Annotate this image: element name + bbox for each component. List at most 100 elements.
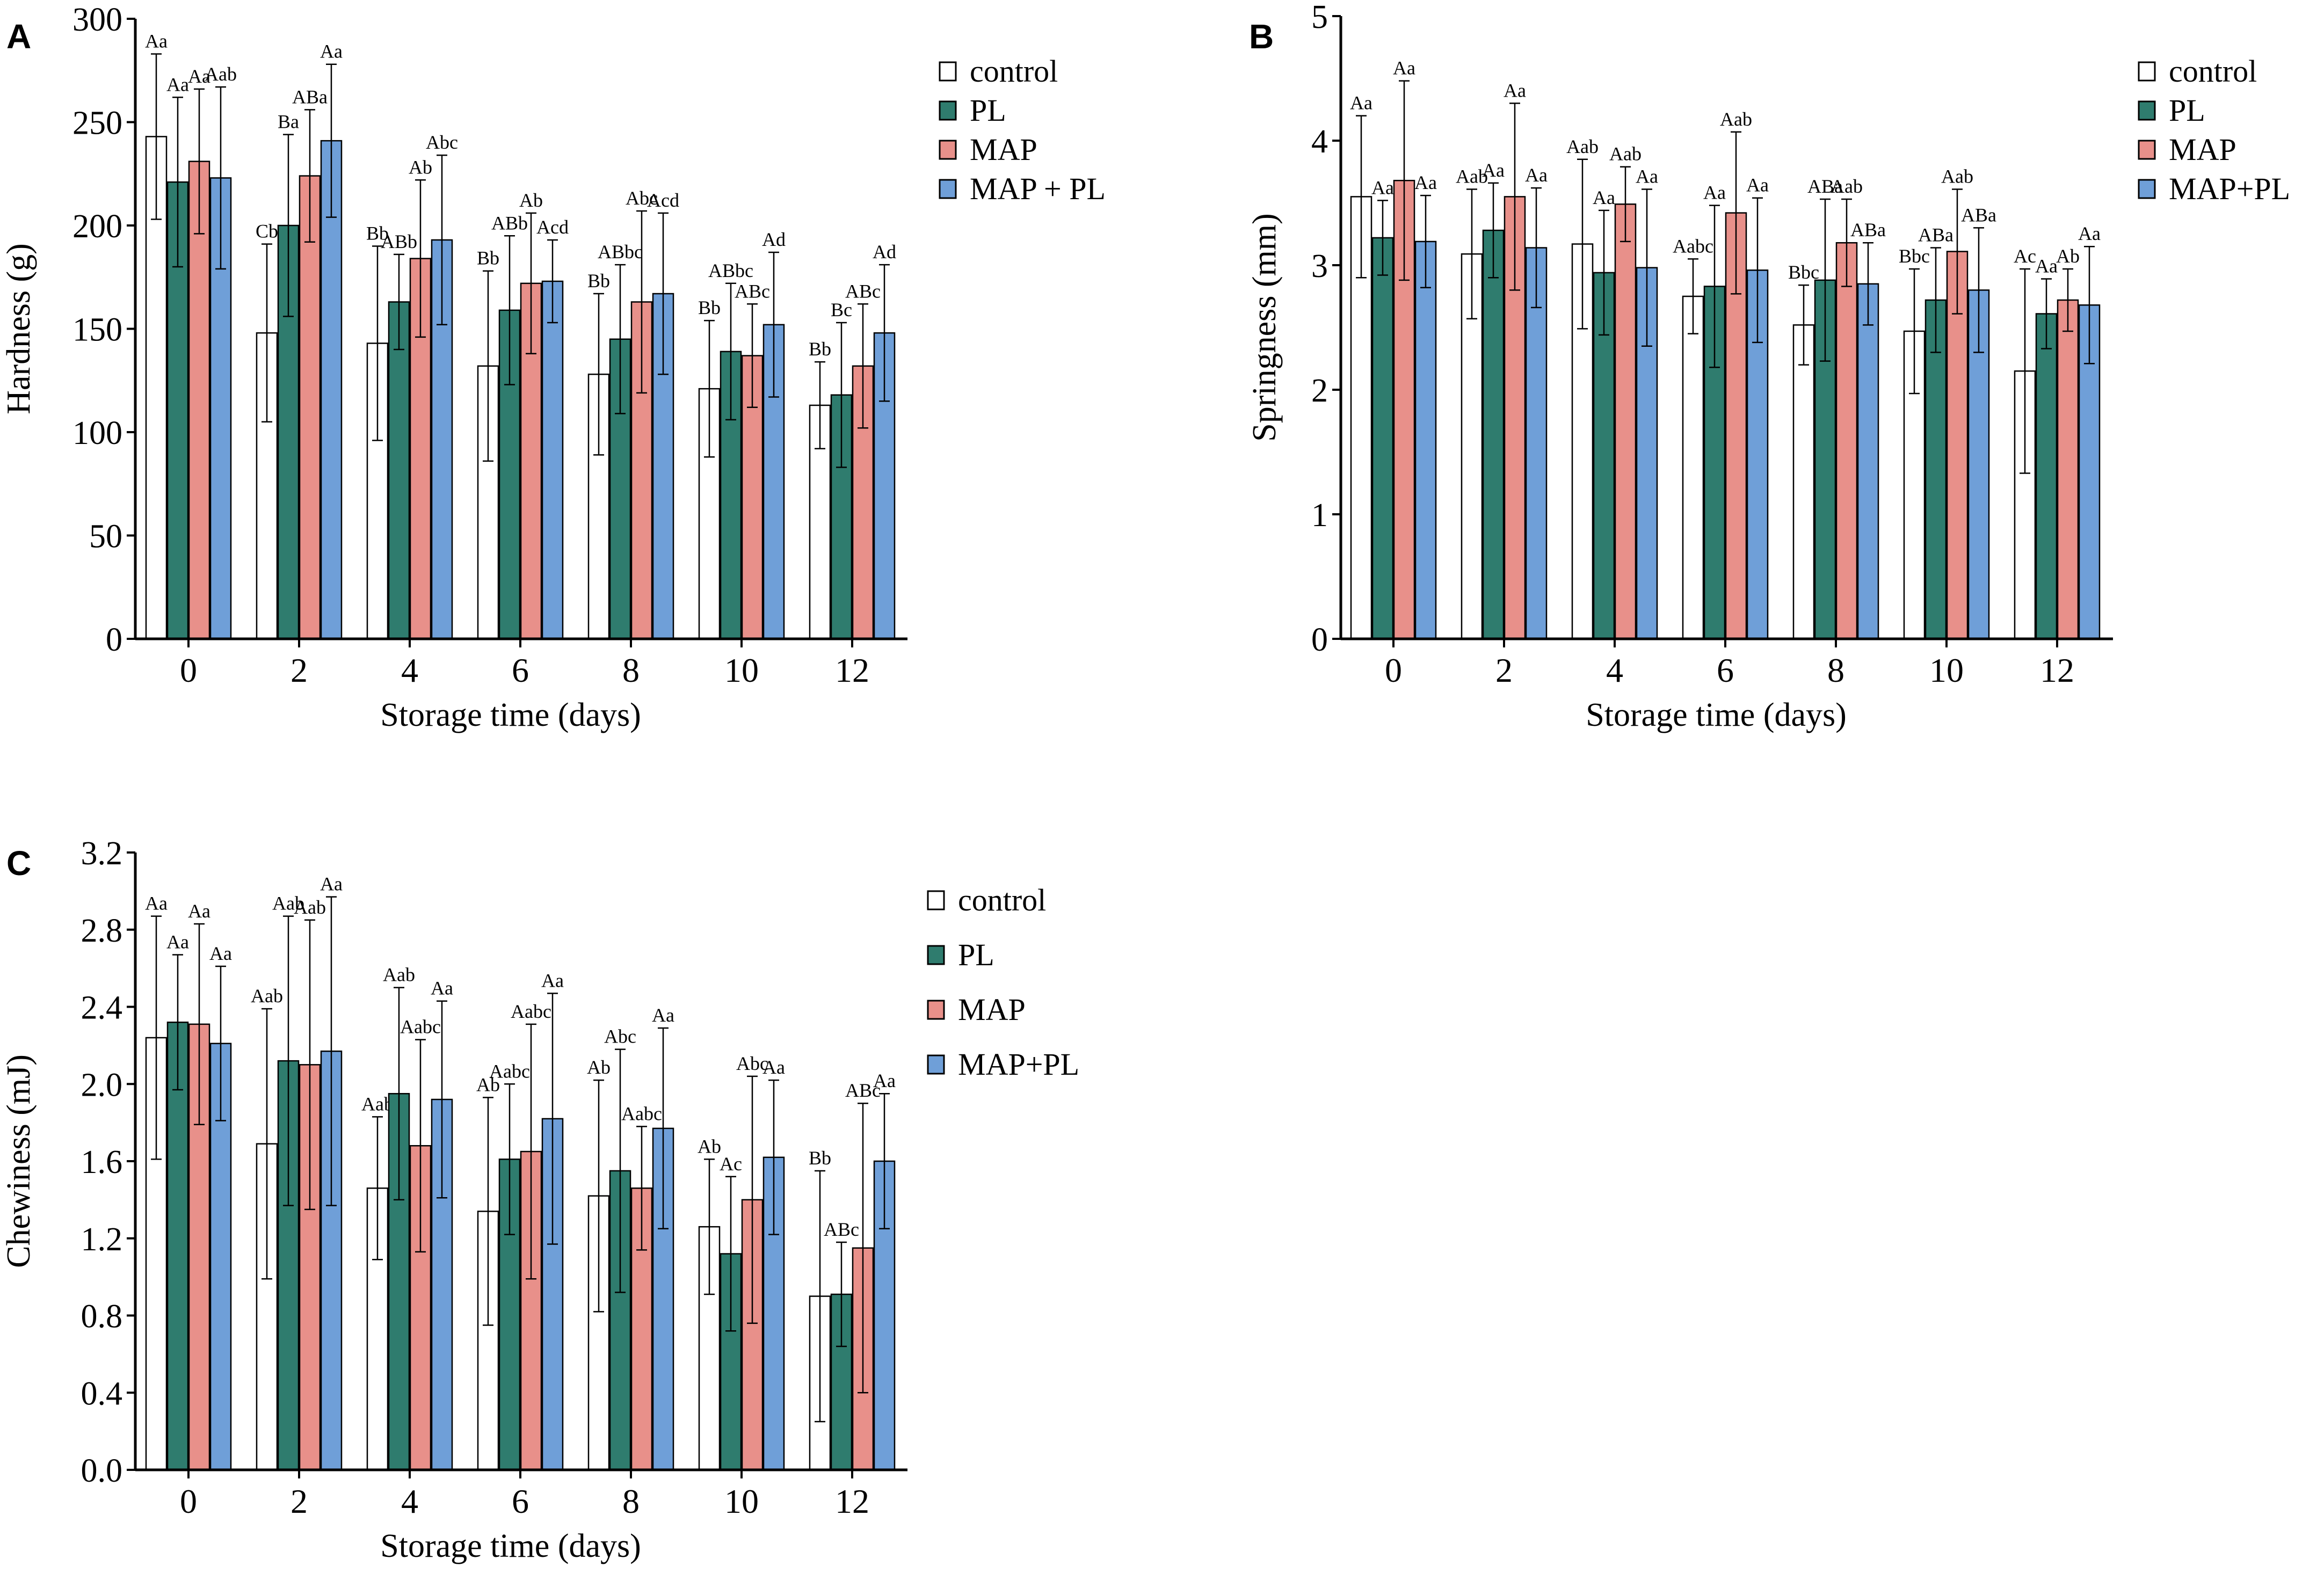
significance-label: Abc bbox=[426, 132, 458, 153]
x-tick-label: 8 bbox=[622, 651, 640, 689]
legend-label: MAP + PL bbox=[970, 171, 1106, 206]
significance-label: ABc bbox=[824, 1219, 859, 1240]
x-axis-label: Storage time (days) bbox=[380, 697, 641, 733]
x-tick-label: 12 bbox=[835, 651, 869, 689]
y-tick-label: 2 bbox=[1311, 373, 1328, 409]
bar-map bbox=[188, 161, 210, 640]
legend-label: MAP bbox=[958, 992, 1026, 1027]
significance-label: Aa bbox=[1414, 172, 1437, 193]
significance-label: Bbc bbox=[1899, 245, 1930, 267]
x-tick-label: 10 bbox=[1929, 651, 1964, 689]
y-tick-label: 5 bbox=[1311, 0, 1328, 35]
x-axis-label: Storage time (days) bbox=[1586, 697, 1847, 733]
significance-label: Aa bbox=[1593, 187, 1615, 208]
significance-label: Abc bbox=[626, 187, 658, 209]
significance-label: Aabc bbox=[511, 1001, 551, 1022]
significance-label: Aab bbox=[272, 893, 304, 914]
significance-label: Aab bbox=[294, 897, 326, 918]
legend-swatch bbox=[927, 890, 945, 910]
significance-label: Bb bbox=[809, 338, 831, 360]
bar-control bbox=[145, 136, 168, 640]
significance-label: Aa bbox=[431, 978, 453, 999]
bar-map bbox=[2057, 299, 2079, 640]
y-tick-label: 1 bbox=[1311, 497, 1328, 534]
legend-label: control bbox=[958, 883, 1046, 917]
significance-label: Aabc bbox=[621, 1103, 662, 1124]
bar-map-pl bbox=[1857, 283, 1879, 640]
significance-label: Acd bbox=[536, 216, 569, 238]
significance-label: Bb bbox=[809, 1147, 831, 1169]
y-axis-label: Hardness (g) bbox=[1, 243, 37, 414]
significance-label: Bc bbox=[831, 299, 852, 320]
significance-label: Aab bbox=[1720, 108, 1752, 130]
legend-label: PL bbox=[970, 93, 1006, 128]
significance-label: Aa bbox=[166, 931, 189, 952]
significance-label: Aa bbox=[873, 1070, 896, 1091]
legend-swatch bbox=[2138, 179, 2156, 199]
y-tick-label: 100 bbox=[72, 415, 122, 451]
legend-label: MAP+PL bbox=[958, 1047, 1079, 1082]
x-tick-label: 12 bbox=[2040, 651, 2074, 689]
y-tick-label: 50 bbox=[89, 519, 122, 555]
x-tick-label: 0 bbox=[180, 1482, 197, 1520]
significance-label: ABa bbox=[1850, 219, 1886, 241]
significance-label: ABa bbox=[292, 86, 328, 107]
significance-label: Bb bbox=[366, 223, 389, 244]
bar-pl bbox=[388, 301, 410, 640]
significance-label: Aa bbox=[188, 65, 210, 87]
x-tick-label: 8 bbox=[622, 1482, 640, 1520]
significance-label: Aab bbox=[1941, 165, 1973, 187]
significance-label: Aa bbox=[320, 41, 343, 62]
significance-label: Aa bbox=[166, 74, 189, 95]
x-tick-label: 6 bbox=[512, 651, 529, 689]
legend-swatch bbox=[939, 100, 957, 121]
y-axis-label: Chewiness (mJ) bbox=[1, 1054, 37, 1268]
significance-label: Aab bbox=[205, 63, 237, 85]
significance-label: Aa bbox=[1350, 92, 1372, 114]
significance-label: Acd bbox=[647, 190, 679, 211]
legend-label: control bbox=[2169, 54, 2257, 89]
significance-label: Aa bbox=[2035, 256, 2058, 277]
y-tick-label: 0.4 bbox=[81, 1375, 123, 1412]
significance-label: Abc bbox=[604, 1026, 636, 1047]
significance-label: Aab bbox=[1609, 143, 1642, 165]
significance-label: Bbc bbox=[1788, 261, 1819, 283]
bar-pl bbox=[1924, 299, 1947, 640]
panel-letter: B bbox=[1249, 17, 1274, 56]
bar-map bbox=[1614, 203, 1637, 640]
significance-label: Ad bbox=[873, 241, 896, 263]
significance-label: Ab bbox=[587, 1056, 611, 1078]
legend-label: MAP bbox=[970, 132, 1037, 167]
significance-label: Aa bbox=[1504, 79, 1526, 101]
significance-label: Aabc bbox=[489, 1060, 530, 1082]
significance-label: ABa bbox=[1807, 176, 1843, 197]
bar-pl bbox=[1371, 237, 1394, 640]
significance-label: Aa bbox=[1636, 165, 1658, 187]
panel-letter: C bbox=[6, 844, 31, 883]
x-tick-label: 0 bbox=[180, 651, 197, 689]
significance-label: Bb bbox=[587, 270, 610, 292]
significance-label: Ab bbox=[519, 190, 543, 211]
legend-swatch bbox=[927, 1054, 945, 1075]
significance-label: Aa bbox=[1746, 174, 1769, 196]
y-tick-label: 0.8 bbox=[81, 1299, 123, 1335]
significance-label: Aa bbox=[209, 943, 232, 964]
x-tick-label: 2 bbox=[1495, 651, 1513, 689]
legend-swatch bbox=[927, 1000, 945, 1020]
significance-label: Ba bbox=[278, 111, 299, 133]
significance-label: Aabc bbox=[400, 1016, 441, 1038]
significance-label: Aa bbox=[2078, 223, 2101, 244]
significance-label: Aa bbox=[1482, 159, 1505, 181]
significance-label: Aab bbox=[383, 964, 415, 986]
x-axis-label: Storage time (days) bbox=[380, 1528, 641, 1564]
y-tick-label: 4 bbox=[1311, 123, 1328, 160]
legend-swatch bbox=[939, 179, 957, 199]
significance-label: Aa bbox=[320, 873, 343, 895]
x-tick-label: 8 bbox=[1827, 651, 1844, 689]
significance-label: ABc bbox=[735, 280, 770, 302]
significance-label: Ab bbox=[409, 156, 432, 178]
significance-label: ABa bbox=[1961, 204, 1996, 225]
significance-label: Bb bbox=[477, 247, 499, 269]
